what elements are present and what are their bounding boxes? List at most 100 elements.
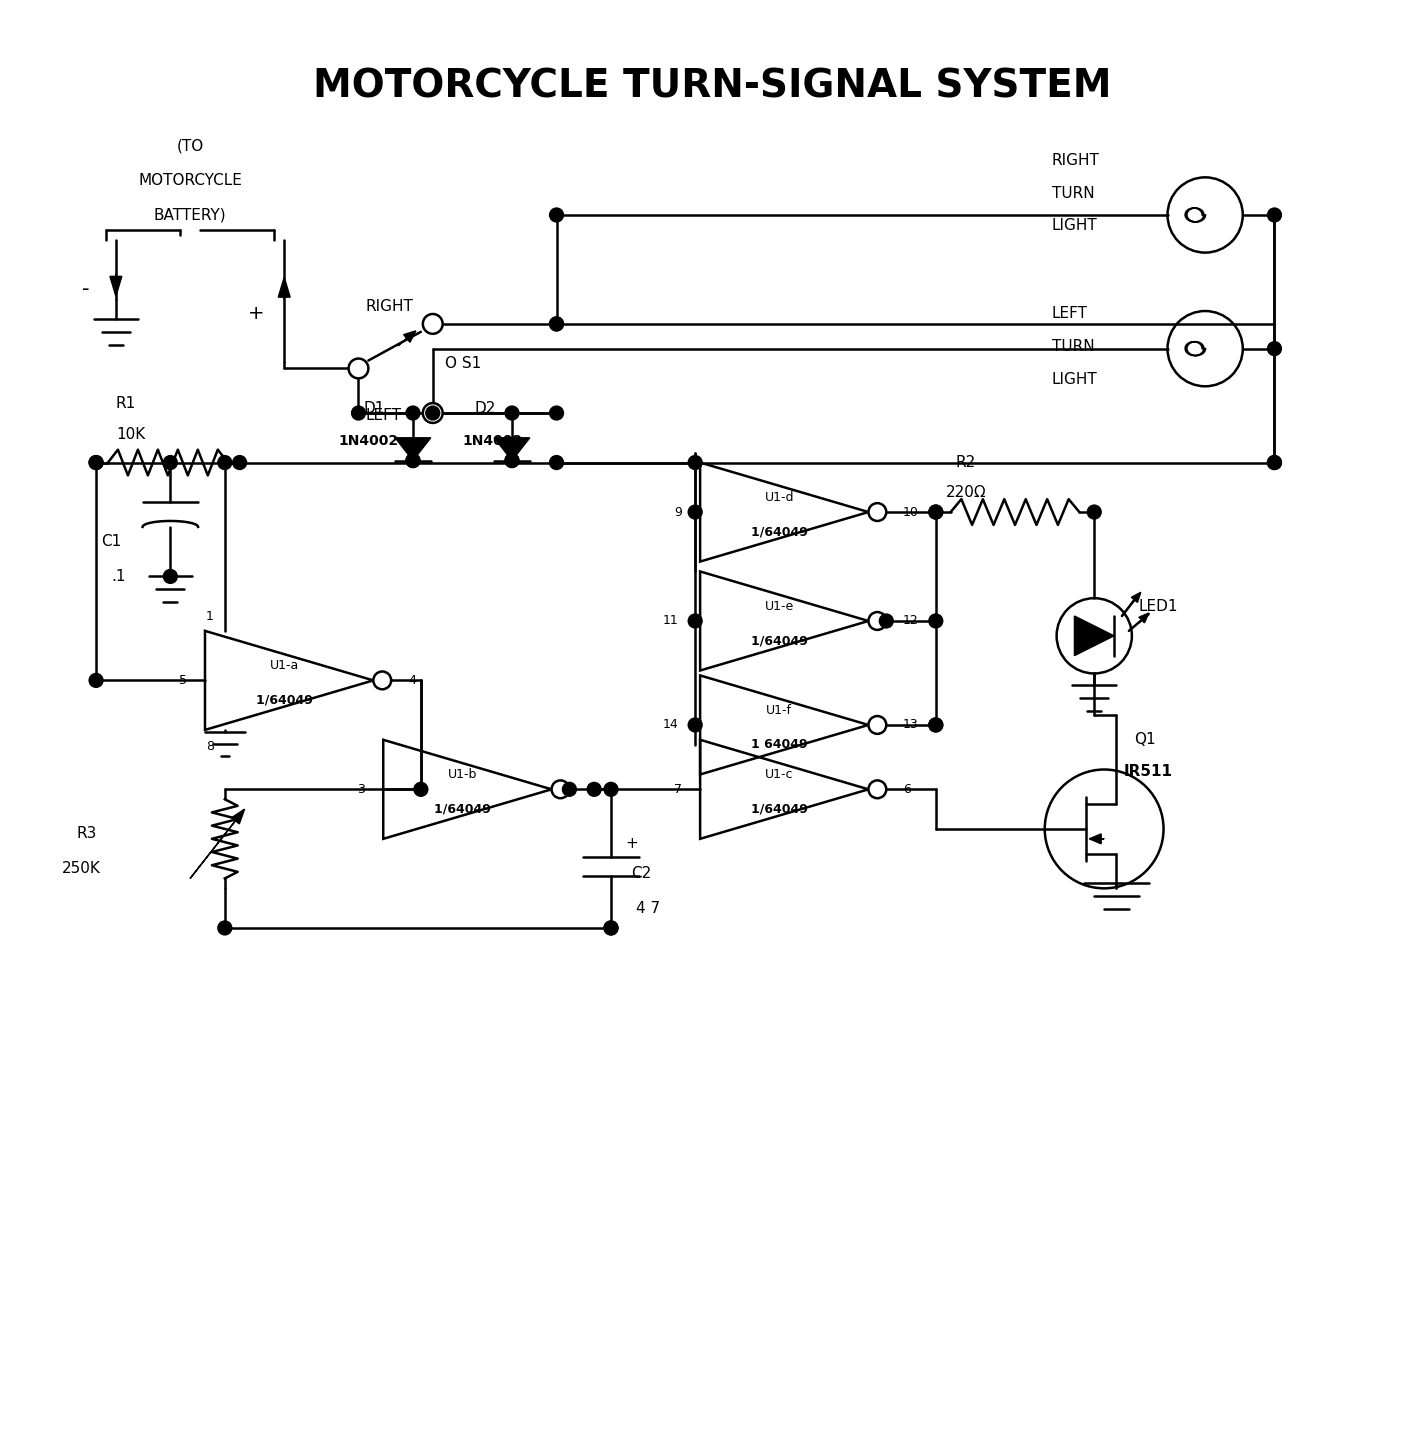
FancyArrow shape <box>1139 613 1149 624</box>
Circle shape <box>506 406 518 420</box>
Circle shape <box>423 314 443 334</box>
Text: 10K: 10K <box>115 428 145 442</box>
Text: U1-e: U1-e <box>765 599 795 612</box>
Text: 7: 7 <box>675 783 682 796</box>
Text: 6: 6 <box>903 783 911 796</box>
Text: 1/​64049: 1/​64049 <box>750 526 807 539</box>
Text: Q1: Q1 <box>1134 733 1155 747</box>
Circle shape <box>551 780 570 798</box>
Text: LEFT: LEFT <box>366 408 402 422</box>
Circle shape <box>506 454 518 468</box>
Text: 4 7: 4 7 <box>635 900 659 916</box>
Text: 1/​64049: 1/​64049 <box>256 694 313 707</box>
Circle shape <box>1267 455 1282 469</box>
Circle shape <box>869 716 886 734</box>
Text: 3: 3 <box>357 783 366 796</box>
Circle shape <box>232 455 246 469</box>
Text: D2: D2 <box>474 400 496 416</box>
Circle shape <box>406 454 420 468</box>
Circle shape <box>562 782 577 796</box>
Text: O S1: O S1 <box>444 356 481 372</box>
Text: 9: 9 <box>675 505 682 518</box>
Circle shape <box>869 780 886 798</box>
Text: -: - <box>83 279 90 300</box>
Text: U1-a: U1-a <box>269 660 299 672</box>
FancyArrow shape <box>399 331 416 346</box>
Circle shape <box>218 922 232 935</box>
Circle shape <box>1088 505 1101 518</box>
Text: 1: 1 <box>206 611 214 624</box>
Text: 250K: 250K <box>61 861 100 876</box>
Text: 11: 11 <box>662 615 678 628</box>
Circle shape <box>587 782 601 796</box>
Circle shape <box>373 671 392 690</box>
Circle shape <box>414 782 427 796</box>
Text: IR511: IR511 <box>1124 765 1173 779</box>
Circle shape <box>164 569 177 583</box>
Text: 1 ​64049: 1 ​64049 <box>750 739 807 752</box>
Circle shape <box>550 317 564 331</box>
Text: MOTORCYCLE: MOTORCYCLE <box>138 173 242 187</box>
Text: U1-b: U1-b <box>447 768 477 780</box>
Text: 1N4002: 1N4002 <box>463 433 523 448</box>
Polygon shape <box>1075 616 1114 655</box>
Text: MOTORCYCLE TURN-SIGNAL SYSTEM: MOTORCYCLE TURN-SIGNAL SYSTEM <box>313 68 1111 105</box>
Polygon shape <box>394 438 431 461</box>
Text: U1-d: U1-d <box>765 491 795 504</box>
Text: 220Ω: 220Ω <box>946 485 987 500</box>
Text: 13: 13 <box>903 719 918 732</box>
Circle shape <box>688 455 702 469</box>
Text: +: + <box>627 837 638 851</box>
Circle shape <box>406 406 420 420</box>
Circle shape <box>604 922 618 935</box>
Circle shape <box>928 719 943 732</box>
Text: TURN: TURN <box>1052 340 1094 354</box>
Circle shape <box>423 403 443 423</box>
Text: RIGHT: RIGHT <box>1052 153 1099 168</box>
Polygon shape <box>494 438 530 461</box>
Text: C1: C1 <box>101 534 121 549</box>
Text: LIGHT: LIGHT <box>1052 219 1098 233</box>
Text: LEFT: LEFT <box>1052 307 1088 321</box>
Text: 1N4002: 1N4002 <box>339 433 399 448</box>
Circle shape <box>164 455 177 469</box>
Text: 1/​64049: 1/​64049 <box>750 634 807 648</box>
Circle shape <box>90 674 103 687</box>
Circle shape <box>688 505 702 518</box>
Circle shape <box>880 613 893 628</box>
Circle shape <box>550 317 564 331</box>
Text: R3: R3 <box>77 827 97 841</box>
Circle shape <box>928 505 943 518</box>
Circle shape <box>406 454 420 468</box>
Circle shape <box>550 207 564 222</box>
Text: +: + <box>248 304 265 324</box>
Text: 10: 10 <box>903 505 918 518</box>
Circle shape <box>604 782 618 796</box>
Text: 1/​64049: 1/​64049 <box>750 802 807 815</box>
Circle shape <box>928 505 943 518</box>
Text: 12: 12 <box>903 615 918 628</box>
Circle shape <box>1267 341 1282 356</box>
Circle shape <box>550 406 564 420</box>
Circle shape <box>218 455 232 469</box>
Text: 2: 2 <box>587 783 594 796</box>
Circle shape <box>688 719 702 732</box>
Text: 5: 5 <box>179 674 187 687</box>
Text: 1/​64049: 1/​64049 <box>434 802 491 815</box>
Text: U1-f: U1-f <box>766 704 792 717</box>
FancyArrow shape <box>189 809 245 878</box>
Circle shape <box>426 406 440 420</box>
Text: 8: 8 <box>206 740 214 753</box>
Circle shape <box>928 719 943 732</box>
Circle shape <box>349 359 369 379</box>
Text: BATTERY): BATTERY) <box>154 207 226 222</box>
Text: TURN: TURN <box>1052 186 1094 200</box>
Text: U1-c: U1-c <box>765 768 793 780</box>
Circle shape <box>928 613 943 628</box>
Text: R2: R2 <box>956 455 975 469</box>
Circle shape <box>869 503 886 521</box>
Text: LIGHT: LIGHT <box>1052 372 1098 387</box>
Circle shape <box>352 406 366 420</box>
Text: D1: D1 <box>363 400 384 416</box>
Text: .1: .1 <box>111 569 125 583</box>
